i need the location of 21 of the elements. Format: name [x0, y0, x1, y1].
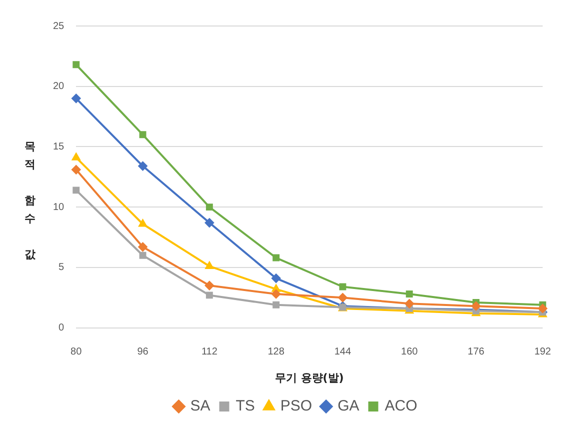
y-tick-label: 10: [53, 202, 65, 213]
x-tick-label: 160: [401, 346, 418, 358]
x-tick-label: 128: [268, 346, 285, 358]
legend-label: SA: [190, 398, 210, 415]
x-axis-title: 무기 용량(발): [274, 371, 344, 384]
y-tick-label: 15: [53, 141, 65, 152]
y-tick-label: 25: [53, 20, 65, 32]
legend-label: ACO: [384, 398, 418, 415]
x-tick-label: 96: [137, 346, 149, 358]
legend-label: PSO: [280, 398, 312, 415]
x-tick-label: 112: [201, 346, 218, 358]
legend-label: GA: [338, 398, 360, 415]
legend-label: TS: [236, 398, 255, 415]
x-tick-label: 80: [70, 346, 82, 358]
y-tick-label: 0: [58, 322, 65, 334]
x-tick-label: 192: [534, 346, 552, 358]
x-tick-label: 176: [468, 346, 485, 358]
text: 목적 함수 값: [24, 140, 36, 261]
y-tick-label: 20: [53, 81, 65, 92]
x-tick-label: 144: [334, 346, 352, 358]
y-tick-label: 5: [58, 262, 65, 274]
